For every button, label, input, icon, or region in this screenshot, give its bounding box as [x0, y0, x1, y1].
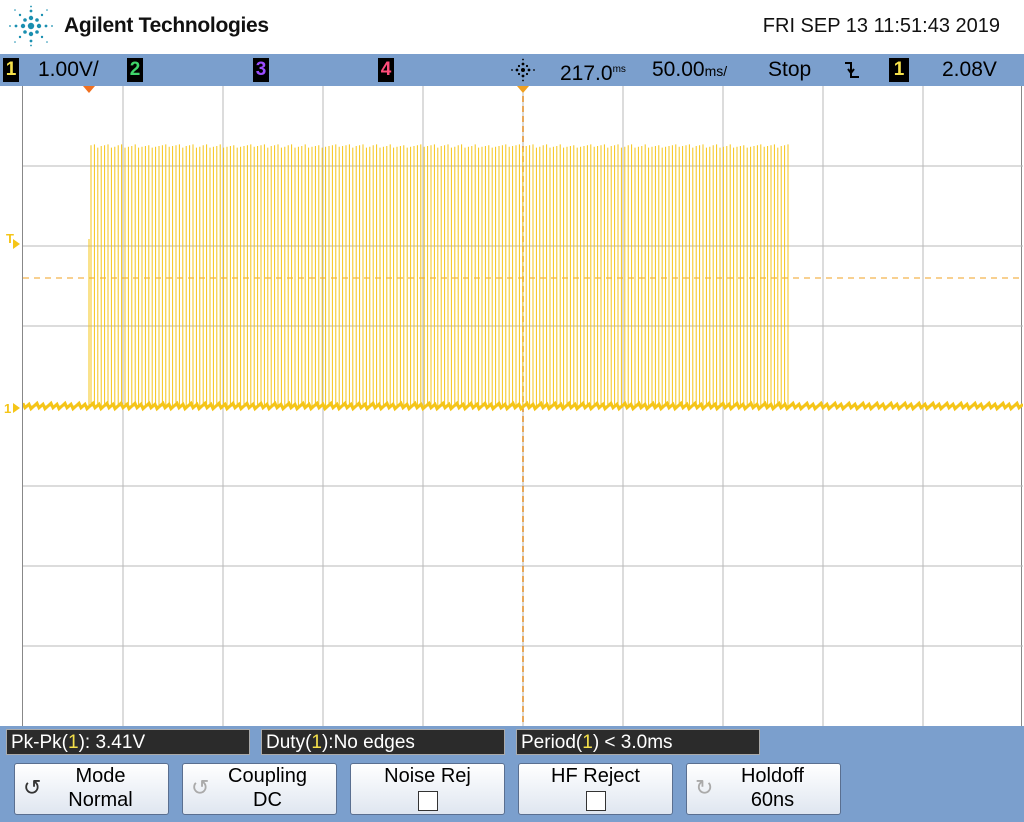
channel-1-indicator[interactable]: 1 [3, 58, 19, 82]
channel-3-indicator[interactable]: 3 [253, 58, 269, 82]
bottom-panel: Pk-Pk(1): 3.41V Duty(1):No edges Period(… [0, 726, 1024, 822]
holdoff-softkey[interactable]: ↻ Holdoff 60ns [686, 763, 841, 815]
channel-4-indicator[interactable]: 4 [378, 58, 394, 82]
ground-arrow-icon [13, 403, 20, 413]
rotate-knob-icon: ↺ [191, 775, 210, 800]
trigger-position-marker-icon [517, 86, 529, 93]
trigger-level: 2.08V [942, 58, 997, 81]
brand-name: Agilent Technologies [64, 14, 269, 37]
trigger-source-indicator[interactable]: 1 [889, 58, 909, 82]
channel-1-scale: 1.00V/ [38, 58, 99, 81]
waveform-display[interactable] [21, 86, 1024, 726]
datetime-display: FRI SEP 13 11:51:43 2019 [762, 15, 1000, 37]
run-state: Stop [768, 58, 812, 81]
coupling-softkey[interactable]: ↺ Coupling DC [182, 763, 337, 815]
header-bar: Agilent Technologies FRI SEP 13 11:51:43… [0, 0, 1024, 54]
time-delay: 217.0ms [560, 62, 626, 85]
measurement-period[interactable]: Period(1) < 3.0ms [516, 729, 760, 755]
measurement-pk-pk[interactable]: Pk-Pk(1): 3.41V [6, 729, 250, 755]
measurement-duty[interactable]: Duty(1):No edges [261, 729, 505, 755]
left-marker-strip: T 1 [0, 86, 22, 726]
trigger-level-arrow-icon [13, 239, 20, 249]
mode-softkey[interactable]: ↺ Mode Normal [14, 763, 169, 815]
rotate-knob-icon: ↻ [695, 775, 714, 800]
hf-reject-softkey[interactable]: HF Reject [518, 763, 673, 815]
horizontal-position-marker-icon [83, 86, 95, 93]
noise-reject-checkbox[interactable] [417, 791, 438, 811]
time-reference-icon [511, 58, 535, 82]
agilent-spark-logo-icon [9, 5, 53, 47]
channel-2-indicator[interactable]: 2 [127, 58, 143, 82]
time-scale: 50.00ms/ [652, 58, 728, 81]
noise-reject-softkey[interactable]: Noise Rej [350, 763, 505, 815]
hf-reject-checkbox[interactable] [585, 791, 606, 811]
channel-status-bar: 1 1.00V/ 2 3 4 217.0ms 50.00ms/ Stop 1 2… [0, 54, 1024, 86]
falling-edge-icon [845, 62, 859, 78]
channel-1-ground-marker: 1 [4, 401, 12, 416]
channel-1-baseline [21, 400, 1024, 412]
rotate-knob-icon: ↺ [23, 775, 42, 800]
channel-1-waveform [88, 144, 789, 406]
waveform-graticule [21, 86, 1024, 726]
trigger-level-marker: T [6, 231, 14, 246]
